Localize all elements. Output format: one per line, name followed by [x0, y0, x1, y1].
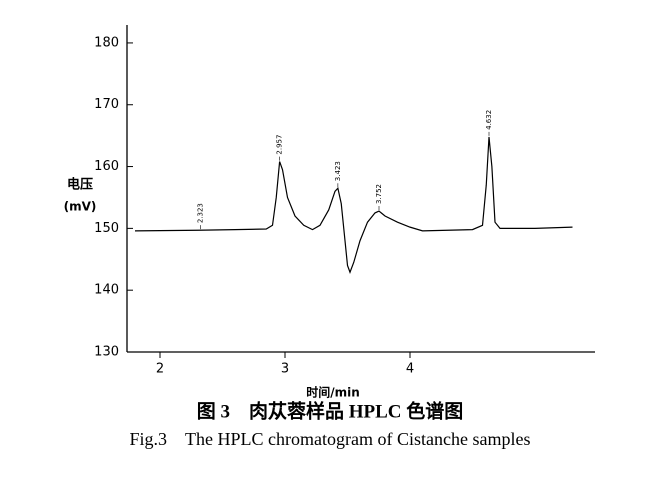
peak-label: 2.323 — [196, 203, 204, 223]
y-tick-label: 170 — [94, 97, 119, 112]
x-label: 时间/min — [306, 385, 360, 400]
y-tick-label: 180 — [94, 35, 119, 50]
y-tick-label: 130 — [94, 345, 119, 360]
peak-label: 3.752 — [375, 184, 383, 204]
x-tick-label: 4 — [406, 362, 414, 377]
peak-label: 4.632 — [485, 110, 493, 130]
y-label: 电压 — [67, 177, 93, 193]
peak-label: 3.423 — [334, 161, 342, 181]
peak-label: 2.957 — [276, 135, 284, 155]
y-tick-label: 140 — [94, 283, 119, 298]
caption-en: Fig.3 The HPLC chromatogram of Cistanche… — [130, 429, 531, 449]
x-tick-label: 2 — [156, 362, 164, 377]
y-label: (mV) — [64, 200, 97, 214]
x-tick-label: 3 — [281, 362, 289, 377]
line — [134, 136, 573, 274]
y-tick-label: 150 — [94, 221, 119, 236]
caption: 图 3 肉苁蓉样品 HPLC 色谱图 — [197, 399, 464, 422]
y-tick-label: 160 — [94, 159, 119, 174]
